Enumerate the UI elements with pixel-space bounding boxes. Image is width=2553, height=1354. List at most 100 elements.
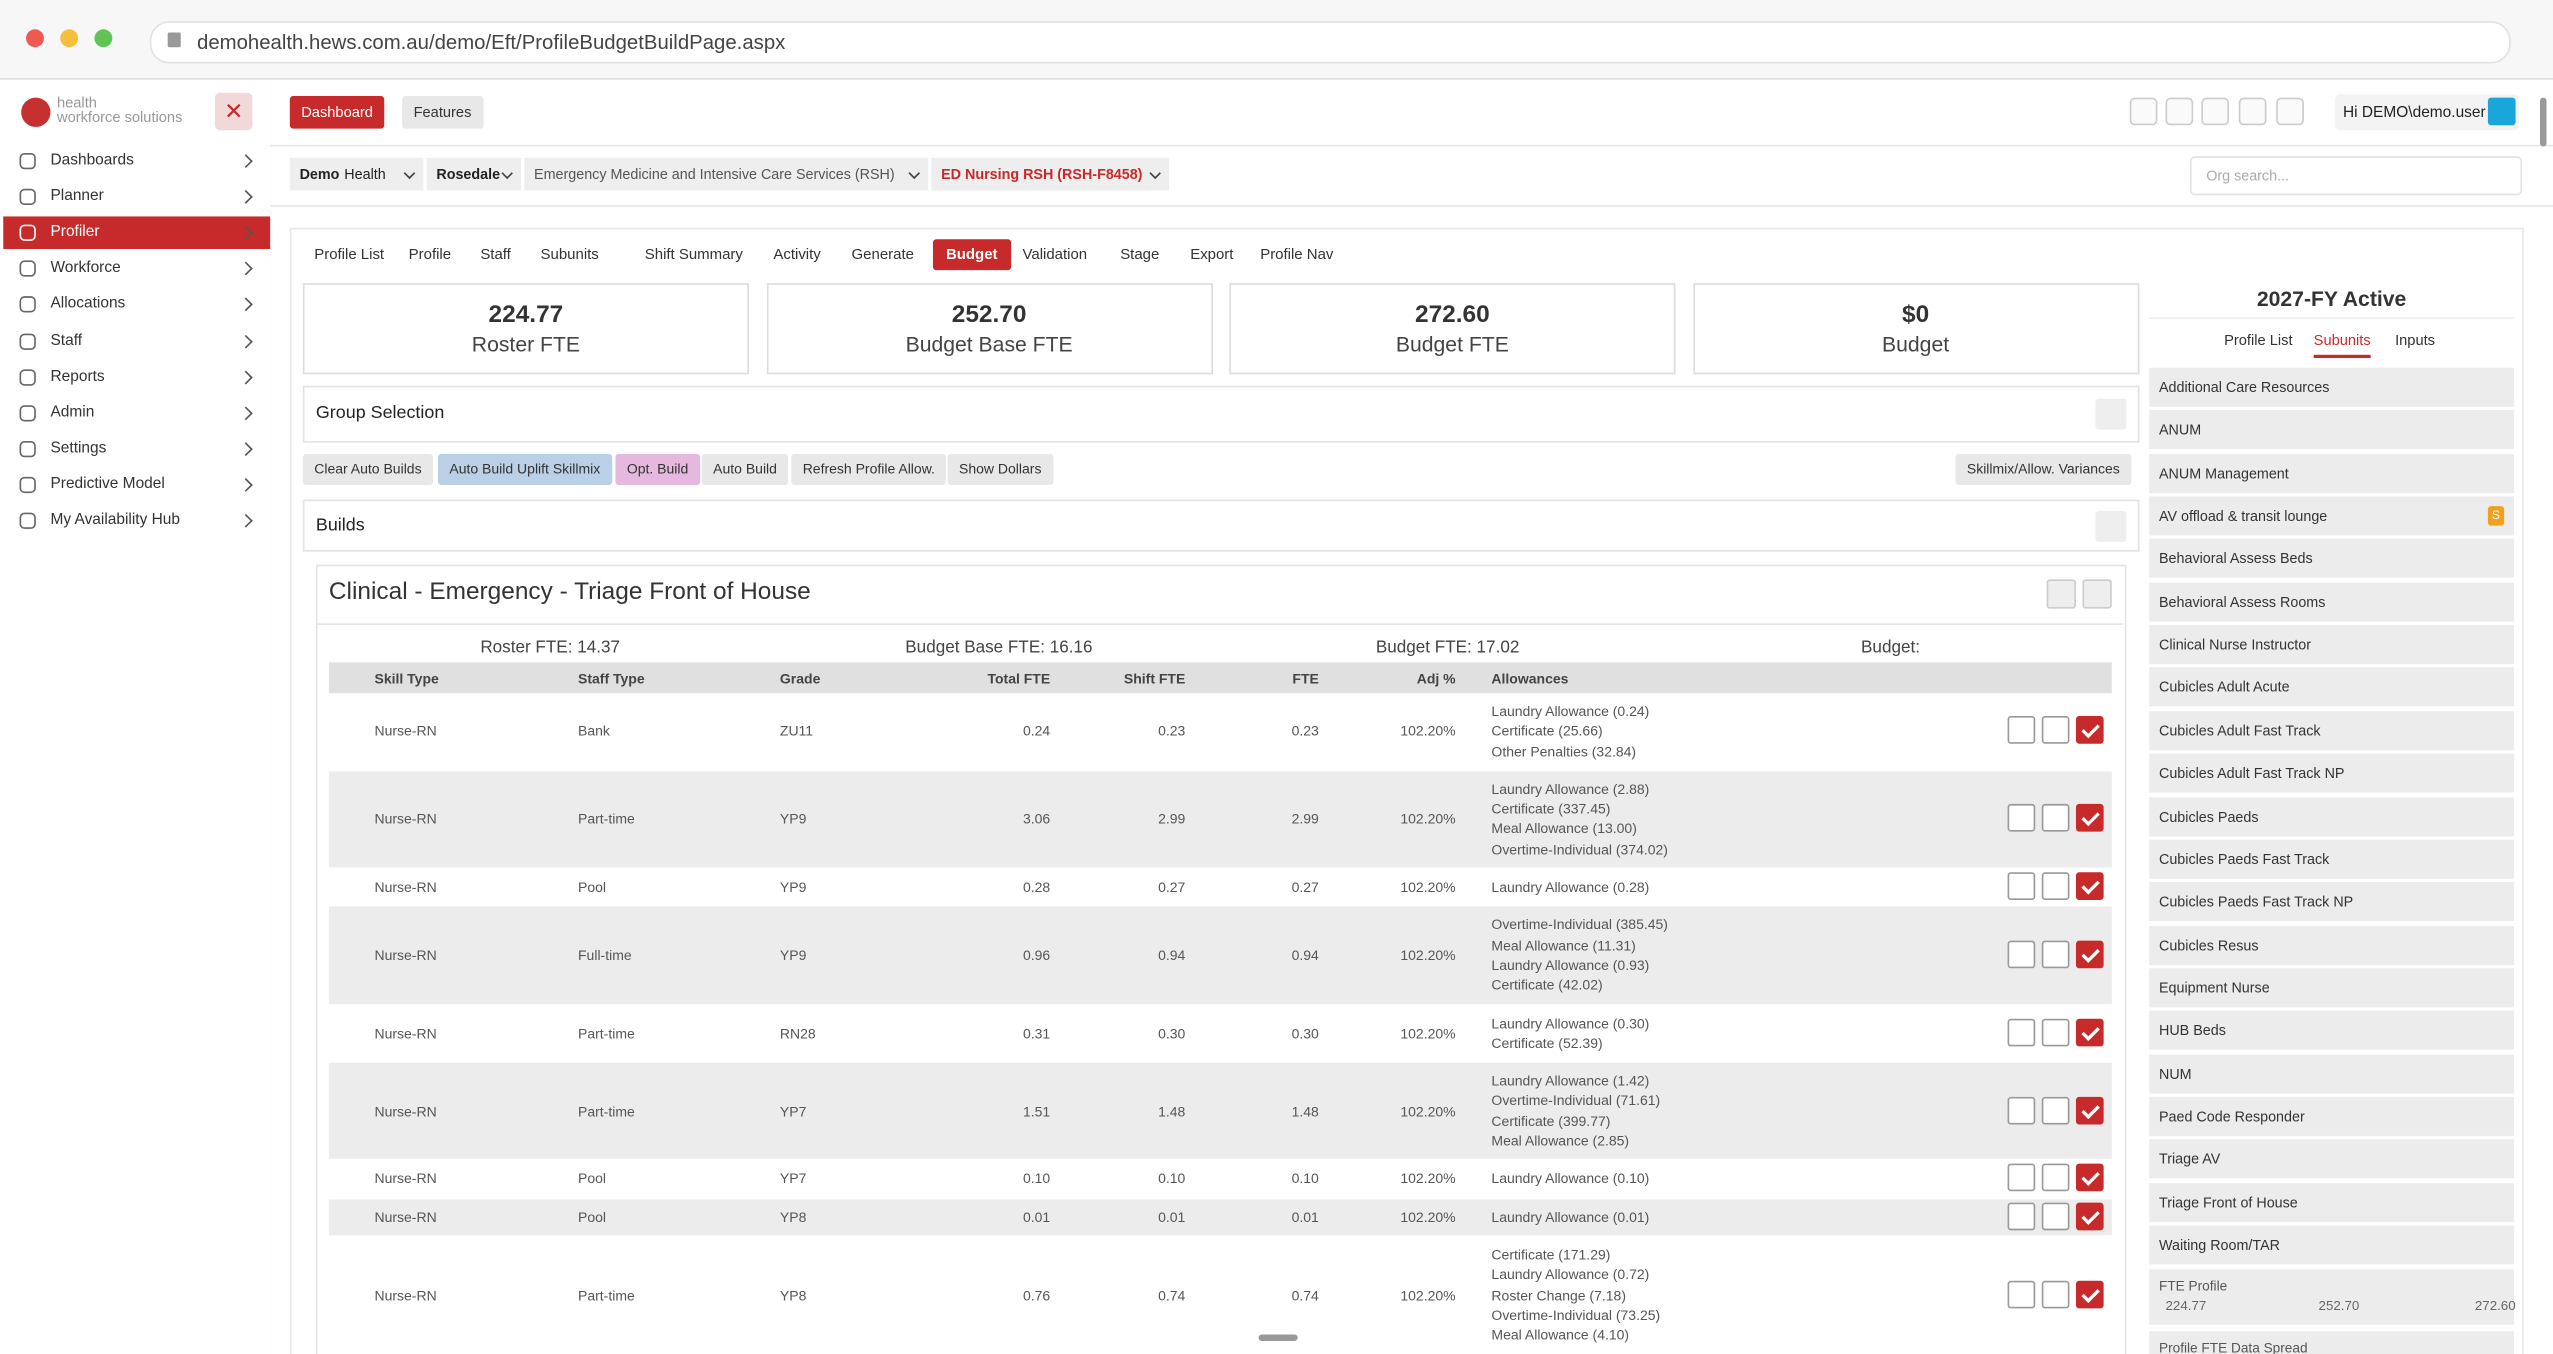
subunit-item[interactable]: Equipment Nurse xyxy=(2149,968,2514,1008)
subunit-item[interactable]: Cubicles Adult Fast Track NP xyxy=(2149,753,2514,793)
menu-item[interactable]: Admin xyxy=(3,397,270,430)
action-button[interactable]: Clear Auto Builds xyxy=(302,454,433,485)
subunit-item[interactable]: ANUM Management xyxy=(2149,453,2514,493)
window-button[interactable] xyxy=(26,29,44,48)
edit-button[interactable] xyxy=(2007,804,2036,833)
toolbar-icon[interactable] xyxy=(2165,97,2194,126)
confirm-button[interactable] xyxy=(2075,716,2104,745)
user-menu[interactable]: Hi DEMO\demo.user xyxy=(2334,94,2519,131)
confirm-button[interactable] xyxy=(2075,1280,2104,1308)
confirm-button[interactable] xyxy=(2075,1164,2104,1193)
menu-item[interactable]: Workforce xyxy=(3,253,270,286)
breadcrumb[interactable]: Demo Health xyxy=(289,157,424,191)
icon-button[interactable] xyxy=(2046,579,2076,609)
tab[interactable]: Profile xyxy=(408,245,452,263)
panel-tab[interactable]: Profile List xyxy=(2224,331,2293,349)
builds-header[interactable]: Builds xyxy=(302,499,2140,552)
confirm-button[interactable] xyxy=(2075,1202,2104,1230)
subunit-item[interactable]: Waiting Room/TAR xyxy=(2149,1225,2514,1265)
delete-button[interactable] xyxy=(2041,872,2070,901)
confirm-button[interactable] xyxy=(2075,1096,2104,1125)
edit-button[interactable] xyxy=(2007,1202,2036,1230)
subunit-item[interactable]: Cubicles Paeds Fast Track xyxy=(2149,839,2514,879)
subunit-item[interactable]: Additional Care Resources xyxy=(2149,367,2514,407)
subunit-item[interactable]: Behavioral Assess Beds xyxy=(2149,539,2514,579)
tab[interactable]: Profile List xyxy=(314,245,385,263)
url-bar[interactable]: demohealth.hews.com.au/demo/Eft/ProfileB… xyxy=(149,21,2511,64)
subunit-item[interactable]: Behavioral Assess Rooms xyxy=(2149,582,2514,622)
edit-button[interactable] xyxy=(2007,872,2036,901)
expand-button[interactable] xyxy=(2095,398,2127,430)
top-button[interactable]: Dashboard xyxy=(289,96,385,129)
tab[interactable]: Budget xyxy=(932,239,1011,271)
window-button[interactable] xyxy=(94,29,113,48)
delete-button[interactable] xyxy=(2041,1164,2070,1193)
subunit-item[interactable]: NUM xyxy=(2149,1053,2514,1093)
tab[interactable]: Generate xyxy=(851,245,914,263)
edit-button[interactable] xyxy=(2007,1096,2036,1125)
menu-item[interactable]: Predictive Model xyxy=(3,469,270,502)
subunit-item[interactable]: Cubicles Paeds Fast Track NP xyxy=(2149,882,2514,922)
tab[interactable]: Profile Nav xyxy=(1260,245,1334,263)
action-button[interactable]: Auto Build Uplift Skillmix xyxy=(437,454,612,485)
window-button[interactable] xyxy=(60,29,79,48)
delete-button[interactable] xyxy=(2041,1280,2070,1308)
delete-button[interactable] xyxy=(2041,940,2070,969)
org-search[interactable]: Org search... xyxy=(2189,156,2523,196)
delete-button[interactable] xyxy=(2041,1096,2070,1125)
action-button[interactable]: Refresh Profile Allow. xyxy=(791,454,947,485)
tab[interactable]: Export xyxy=(1190,245,1234,263)
panel-tab[interactable]: Subunits xyxy=(2313,332,2371,359)
delete-button[interactable] xyxy=(2041,716,2070,745)
menu-item[interactable]: Planner xyxy=(3,181,270,214)
subunit-item[interactable]: Clinical Nurse Instructor xyxy=(2149,625,2514,665)
subunit-item[interactable]: HUB Beds xyxy=(2149,1011,2514,1051)
menu-item[interactable]: Staff xyxy=(3,325,270,358)
edit-button[interactable] xyxy=(2007,940,2036,969)
subunit-item[interactable]: Triage Front of House xyxy=(2149,1182,2514,1222)
panel-tab[interactable]: Inputs xyxy=(2395,331,2436,349)
delete-button[interactable] xyxy=(2041,1202,2070,1230)
subunit-item[interactable]: Paed Code Responder xyxy=(2149,1096,2514,1136)
delete-button[interactable] xyxy=(2041,804,2070,833)
edit-button[interactable] xyxy=(2007,716,2036,745)
subunit-item[interactable]: Cubicles Adult Fast Track xyxy=(2149,710,2514,750)
confirm-button[interactable] xyxy=(2075,1018,2104,1047)
confirm-button[interactable] xyxy=(2075,940,2104,969)
tab[interactable]: Shift Summary xyxy=(644,245,743,263)
collapse-button[interactable] xyxy=(2095,511,2127,542)
confirm-button[interactable] xyxy=(2075,872,2104,901)
action-button[interactable]: Skillmix/Allow. Variances xyxy=(1955,454,2132,485)
edit-button[interactable] xyxy=(2007,1018,2036,1047)
action-button[interactable]: Show Dollars xyxy=(947,454,1053,485)
confirm-button[interactable] xyxy=(2075,804,2104,833)
toolbar-icon[interactable] xyxy=(2238,97,2267,126)
close-sidebar[interactable]: ✕ xyxy=(214,92,253,131)
menu-item[interactable]: My Availability Hub xyxy=(3,504,270,537)
subunit-item[interactable]: Cubicles Resus xyxy=(2149,925,2514,965)
toolbar-icon[interactable] xyxy=(2129,97,2158,126)
subunit-item[interactable]: ANUM xyxy=(2149,410,2514,450)
action-button[interactable]: Opt. Build xyxy=(615,454,700,485)
tab[interactable]: Activity xyxy=(773,245,821,263)
delete-button[interactable] xyxy=(2041,1018,2070,1047)
subunit-item[interactable]: Cubicles Adult Acute xyxy=(2149,667,2514,708)
top-button[interactable]: Features xyxy=(402,96,483,129)
menu-item[interactable]: Settings xyxy=(3,433,270,466)
tab[interactable]: Staff xyxy=(480,245,511,263)
action-button[interactable]: Auto Build xyxy=(701,454,789,485)
group-selection[interactable]: Group Selection xyxy=(302,385,2140,443)
menu-item[interactable]: Dashboards xyxy=(3,145,270,178)
menu-item[interactable]: Allocations xyxy=(3,289,270,322)
edit-button[interactable] xyxy=(2007,1164,2036,1193)
subunit-item[interactable]: AV offload & transit lounge S xyxy=(2149,496,2514,536)
icon-button[interactable] xyxy=(2082,579,2112,609)
tab[interactable]: Stage xyxy=(1120,245,1160,263)
edit-button[interactable] xyxy=(2007,1280,2036,1308)
breadcrumb[interactable]: Emergency Medicine and Intensive Care Se… xyxy=(524,157,929,191)
tab[interactable]: Validation xyxy=(1022,245,1088,263)
subunit-item[interactable]: Cubicles Paeds xyxy=(2149,796,2514,836)
tab[interactable]: Subunits xyxy=(540,245,599,263)
menu-item[interactable]: Reports xyxy=(3,361,270,394)
toolbar-icon[interactable] xyxy=(2276,97,2304,126)
